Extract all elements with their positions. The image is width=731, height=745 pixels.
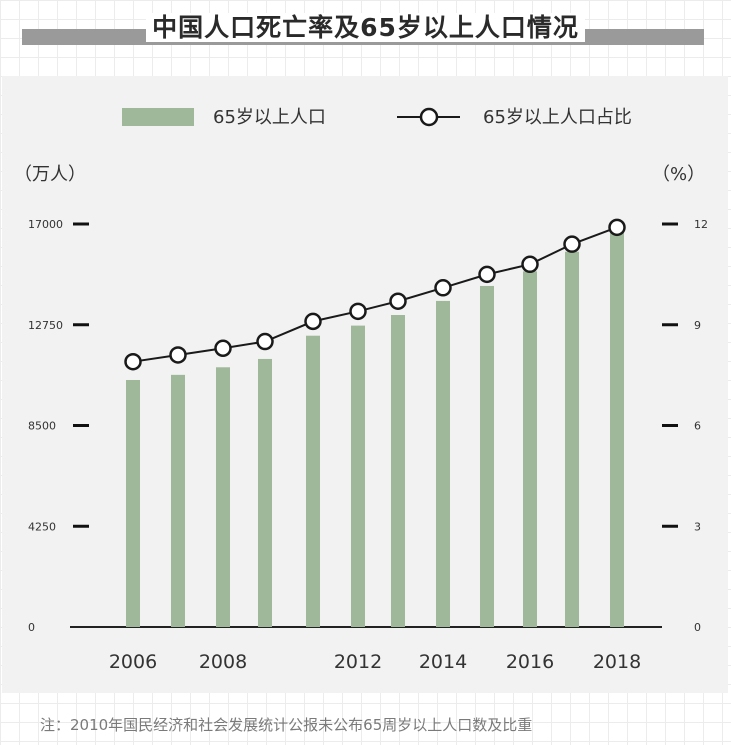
- chart-title: 中国人口死亡率及65岁以上人口情况: [0, 8, 731, 44]
- line-point: [124, 352, 142, 371]
- right-axis: 0 3 6 9 12: [662, 218, 708, 634]
- legend-bar-swatch: [122, 108, 194, 126]
- right-tick-label: 6: [694, 420, 701, 433]
- legend-line-marker: [419, 107, 439, 127]
- chart-title-text: 中国人口死亡率及65岁以上人口情况: [146, 13, 585, 42]
- left-tick-label: 17000: [28, 218, 63, 231]
- right-tick-label: 3: [694, 520, 701, 533]
- bar: [480, 285, 494, 627]
- line-point: [389, 292, 407, 310]
- bar: [216, 367, 230, 627]
- line-point: [563, 235, 581, 253]
- left-tick-label: 8500: [28, 420, 56, 433]
- bar: [306, 335, 320, 627]
- bar: [523, 271, 537, 627]
- legend-line-label: 65岁以上人口占比: [483, 107, 632, 128]
- x-tick-label: 2016: [506, 651, 554, 673]
- footnote: 注：2010年国民经济和社会发展统计公报未公布65周岁以上人口数及比重: [40, 716, 533, 734]
- right-axis-unit: （%）: [652, 164, 705, 185]
- x-tick-label: 2012: [334, 651, 382, 673]
- left-axis: 0 4250 8500 12750 17000: [28, 218, 89, 634]
- bar: [171, 374, 185, 627]
- bar: [351, 325, 365, 627]
- bar: [610, 232, 624, 627]
- chart: 65岁以上人口 65岁以上人口占比 （万人） （%） 0 4250 8500 1275…: [14, 107, 708, 673]
- left-tick-label: 12750: [28, 319, 63, 332]
- x-tick-label: 2008: [199, 651, 247, 673]
- x-tick-label: 2018: [593, 651, 641, 673]
- left-tick-label: 0: [28, 621, 35, 634]
- line-point: [478, 265, 496, 284]
- line-point: [256, 332, 274, 351]
- bar: [391, 315, 405, 627]
- line-point: [349, 302, 367, 321]
- line-series: [124, 218, 626, 371]
- right-tick-label: 9: [694, 319, 701, 332]
- x-axis-labels: 2006 2008 2012 2014 2016 2018: [109, 651, 641, 673]
- line-path: [132, 226, 618, 363]
- bar: [126, 380, 140, 627]
- x-tick-label: 2014: [419, 651, 467, 673]
- x-tick-label: 2006: [109, 651, 157, 673]
- right-tick-label: 0: [694, 621, 701, 634]
- line-point: [169, 346, 187, 364]
- line-point: [434, 279, 452, 297]
- bar: [565, 251, 579, 628]
- line-point: [521, 255, 539, 274]
- line-point: [304, 312, 322, 331]
- legend-bar-label: 65岁以上人口: [213, 107, 326, 128]
- line-point: [214, 339, 232, 358]
- left-tick-label: 4250: [28, 520, 56, 533]
- line-point: [608, 218, 626, 237]
- left-axis-unit: （万人）: [14, 164, 86, 185]
- right-tick-label: 12: [694, 218, 708, 231]
- bar-series: [126, 232, 624, 628]
- bar: [436, 300, 450, 627]
- bar: [258, 358, 272, 627]
